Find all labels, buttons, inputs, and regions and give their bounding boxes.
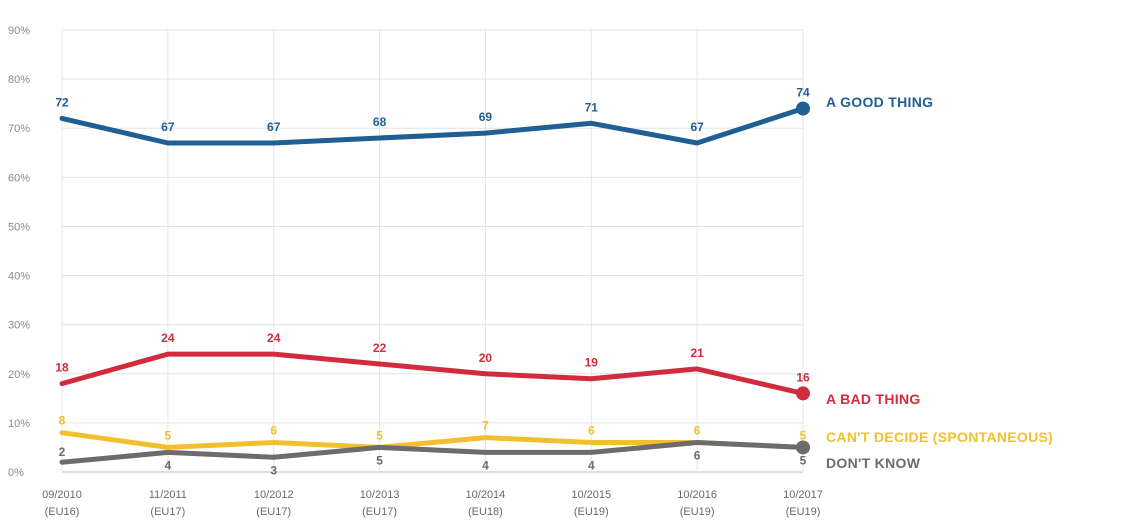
x-tick-label: 11/2011 xyxy=(149,489,187,501)
data-label: 8 xyxy=(59,414,66,428)
data-label: 19 xyxy=(585,356,599,370)
y-tick-label: 10% xyxy=(8,418,30,430)
data-label: 67 xyxy=(690,120,704,134)
x-tick-label: 10/2014 xyxy=(466,489,506,501)
x-tick-label: 09/2010 xyxy=(42,489,82,501)
series-name-labels: A GOOD THING A BAD THING CAN'T DECIDE (SPO… xyxy=(826,94,1053,471)
x-tick-sublabel: (EU19) xyxy=(680,506,715,518)
data-label: 7 xyxy=(482,419,489,433)
x-tick-sublabel: (EU19) xyxy=(574,506,609,518)
data-label: 71 xyxy=(585,100,599,114)
data-label: 18 xyxy=(55,361,69,375)
y-tick-label: 70% xyxy=(8,123,30,135)
y-tick-label: 40% xyxy=(8,271,30,283)
y-tick-label: 60% xyxy=(8,172,30,184)
x-tick-sublabel: (EU19) xyxy=(786,506,821,518)
y-axis: 0% 10% 20% 30% 40% 50% 60% 70% 80% 90% xyxy=(8,25,30,479)
series-name-label: A BAD THING xyxy=(826,391,921,407)
series-name-label: CAN'T DECIDE (SPONTANEOUS) xyxy=(826,429,1053,445)
series-name-label: A GOOD THING xyxy=(826,94,933,110)
y-tick-label: 30% xyxy=(8,320,30,332)
data-label: 5 xyxy=(376,453,383,467)
series-end-marker xyxy=(796,440,810,455)
data-label: 4 xyxy=(588,458,595,472)
data-label: 72 xyxy=(55,95,69,109)
y-tick-label: 90% xyxy=(8,25,30,37)
x-tick-sublabel: (EU17) xyxy=(362,506,397,518)
data-label: 5 xyxy=(165,428,172,442)
data-label: 24 xyxy=(161,331,175,345)
x-tick-label: 10/2013 xyxy=(360,489,400,501)
x-tick-sublabel: (EU18) xyxy=(468,506,503,518)
x-tick-label: 10/2016 xyxy=(677,489,717,501)
series-line xyxy=(59,351,806,396)
data-label: 2 xyxy=(59,445,66,459)
data-label: 16 xyxy=(796,370,810,384)
series-lines xyxy=(59,101,810,465)
data-label: 4 xyxy=(482,458,489,472)
data-label: 24 xyxy=(267,331,281,345)
data-label: 21 xyxy=(690,346,704,360)
series-end-marker xyxy=(796,101,810,116)
data-label: 22 xyxy=(373,341,387,355)
data-label: 5 xyxy=(376,428,383,442)
x-tick-label: 10/2015 xyxy=(571,489,611,501)
x-tick-sublabel: (EU17) xyxy=(256,506,291,518)
data-label: 6 xyxy=(588,424,595,438)
series-name-label: DON'T KNOW xyxy=(826,455,921,471)
x-tick-sublabel: (EU17) xyxy=(150,506,185,518)
data-label: 3 xyxy=(270,463,277,477)
x-axis: 09/2010 (EU16) 11/2011 (EU17) 10/2012 (EU17) 1… xyxy=(42,489,823,518)
x-tick-sublabel: (EU16) xyxy=(45,506,80,518)
y-tick-label: 80% xyxy=(8,74,30,86)
x-tick-label: 10/2017 xyxy=(783,489,823,501)
data-label: 6 xyxy=(270,424,277,438)
data-label: 20 xyxy=(479,351,493,365)
series-end-marker xyxy=(796,386,810,401)
x-tick-label: 10/2012 xyxy=(254,489,294,501)
series-line xyxy=(59,440,806,465)
y-tick-label: 50% xyxy=(8,221,30,233)
data-label: 67 xyxy=(161,120,175,134)
data-label: 5 xyxy=(800,453,807,467)
data-label: 68 xyxy=(373,115,387,129)
data-label: 74 xyxy=(796,86,810,100)
data-label: 4 xyxy=(165,458,172,472)
data-label: 6 xyxy=(694,449,701,463)
y-tick-label: 20% xyxy=(8,369,30,381)
data-label: 5 xyxy=(800,428,807,442)
data-label: 6 xyxy=(694,424,701,438)
gridlines xyxy=(61,29,804,473)
y-tick-label: 0% xyxy=(8,467,24,479)
data-label: 69 xyxy=(479,110,493,124)
series-line xyxy=(59,106,806,146)
data-label: 67 xyxy=(267,120,281,134)
